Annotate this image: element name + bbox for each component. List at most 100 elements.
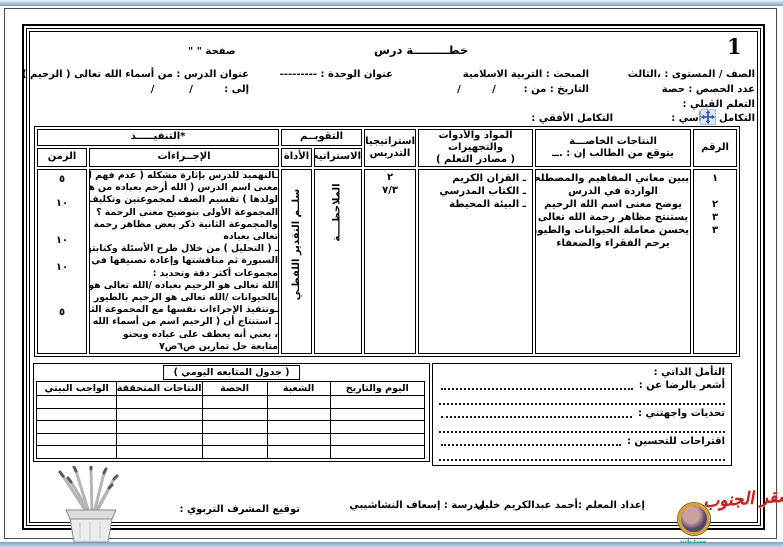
unit-title-field: عنوان الوحدة : --------- [279, 69, 393, 80]
followup-empty-row [35, 395, 426, 409]
page-label: صفحة " " [188, 46, 236, 57]
followup-cell [266, 432, 331, 447]
supervisor-signature-field: توقيع المشرف التربوي : [179, 504, 300, 515]
followup-cell [201, 407, 268, 422]
date-to-field: إلى : / / [150, 84, 249, 95]
procedure-line: بالحيوانات /الله تعالى هو الرحيم بالطيور [93, 292, 279, 304]
followup-cell [116, 407, 203, 422]
followup-cell [35, 420, 118, 434]
material-item: ـ الكتاب المدرسي [439, 186, 527, 197]
self-reflection-title: التأمل الذاتي : [653, 367, 725, 378]
saqr-aljanoub-watermark-logo: صقر الجنوب منتديات [678, 486, 783, 547]
col-header-evaluation: التقويــم [281, 129, 363, 146]
followup-cell [266, 420, 331, 434]
teacher-name-field: إعداد المعلم :أحمد عبدالكريم خليل [476, 500, 645, 511]
outcome-number: ٣ [711, 212, 719, 223]
periods-count-field: عدد الحصص : حصة [661, 84, 755, 95]
followup-cell [201, 432, 268, 447]
date-from-field: التاريخ : من : / / [457, 84, 589, 95]
window-bottom-edge [0, 542, 783, 548]
procedure-line: ـالتهميد للدرس بإثارة مشكله ( عدم فهم ال… [90, 170, 279, 181]
outcome-line: يستنتج مظاهر رحمة الله تعالى [537, 212, 689, 223]
time-value: ٥ [58, 307, 66, 318]
col-header-outcomes: النتاجات الخاصـــة يتوقع من الطالب إن : … [535, 129, 692, 167]
outcome-number [694, 185, 736, 198]
logo-subtext: منتديات [680, 537, 707, 545]
dotted-line [439, 448, 725, 461]
followup-empty-row [35, 432, 426, 447]
materials-cell: ـ القران الكريم ـ الكتاب المدرسي ـ البيئة … [418, 169, 534, 355]
time-cell: ٥ ١٠ ١٠ ١٠ ٥ [37, 169, 88, 355]
reflection-label: اقتراحات للتحسين : [626, 436, 725, 447]
dotted-line [439, 420, 725, 433]
strategies-header-line2: التدريس [369, 148, 411, 159]
col-header-number: الرقم [693, 129, 738, 167]
page-number: 1 [727, 34, 742, 59]
col-header-eval-strategy: الاستراتيجية [314, 147, 363, 167]
vertical-integration-field: التكامل الرأسي : [671, 113, 755, 124]
eval-strategy-value: الملاحظــــة [331, 183, 343, 242]
eval-strategy-cell: الملاحظــــة [314, 169, 363, 355]
dotted-fill-line [441, 444, 621, 446]
outcome-line: يرحم الفقراء والضعفاء [556, 238, 670, 249]
followup-cell [35, 445, 118, 459]
procedures-cell: ـالتهميد للدرس بإثارة مشكله ( عدم فهم ال… [89, 169, 280, 355]
followup-cell [266, 407, 331, 422]
procedure-line: ـوتنفيذ الإجراءات نفسها مع المجموعة الثا… [89, 304, 279, 316]
eval-tool-cell: سلــم التقدير اللفظـي [281, 169, 313, 355]
col-header-materials: المواد والأدوات والتجهيزات ( مصادر التعل… [418, 129, 534, 167]
lesson-plan-table: الرقم النتاجات الخاصـــة يتوقع من الطالب… [34, 126, 741, 358]
dotted-fill-line [441, 416, 632, 418]
lesson-plan-title: خطـــــــــة درس [374, 43, 469, 57]
daily-followup-title: ( جدول المتابعه اليومي ) [162, 365, 301, 380]
grade-level-field: الصف / المستوى : ،الثالث [627, 69, 755, 80]
logo-calligraphy-text: صقر الجنوب [702, 485, 783, 513]
procedure-line: والمجموعة الثانية ذكر بعض مظاهر رحمة الل… [89, 218, 279, 230]
strategy-codes-cell: ٢ ٧/٣ [364, 169, 417, 355]
followup-cell [329, 420, 426, 434]
daily-followup-box: ( جدول المتابعه اليومي ) اليوم والتاريخ ا… [33, 363, 430, 462]
materials-header-line2: ( مصادر التعلم ) [435, 154, 516, 165]
outcome-line: يبين معاني المفاهيم والمصطلحات [535, 173, 690, 184]
followup-column-header: اليوم والتاريخ [329, 381, 426, 396]
procedure-line: ـ استنتاج أن ( الرحيم اسم من أسماء الله … [90, 316, 279, 328]
outcome-number: ٣ [711, 225, 719, 236]
eval-tool-value: سلــم التقدير اللفظـي [290, 188, 302, 301]
outcome-line: يحسن معاملة الحيوانات والطيور [535, 225, 690, 236]
reflection-item: اقتراحات للتحسين : [439, 435, 725, 461]
followup-cell [116, 395, 203, 409]
followup-cell [201, 395, 268, 409]
followup-cell [116, 432, 203, 447]
followup-cell [116, 445, 203, 459]
followup-column-header: النتاجات المتحققة [116, 381, 203, 396]
time-value: ٥ [58, 174, 66, 185]
followup-cell [116, 420, 203, 434]
followup-column-header: الشعبة [266, 381, 331, 396]
procedure-line: مجموعات أكثر دقة وتحديد : [152, 267, 279, 279]
followup-cell [266, 445, 331, 459]
col-header-execution: *التنفيـــــذ [37, 129, 280, 146]
followup-cell [35, 407, 118, 422]
reflection-item: أشعر بالرضا عن : [439, 379, 725, 405]
procedure-line: الله تعالى هو الرحيم بعباده /الله تعالى … [89, 279, 279, 291]
procedure-line: ـ ( التحليل ) من خلال طرح الأسئلة وكتابت… [90, 243, 279, 255]
time-value: ١٠ [55, 198, 69, 209]
reflection-label: أشعر بالرضا عن : [638, 380, 725, 391]
move-handle-icon[interactable] [700, 109, 716, 125]
outcome-line: الواردة في الدرس [568, 186, 658, 197]
procedure-line: السبورة ثم مناقشتها وإعادة تصنيفها في [91, 255, 279, 267]
outcome-number: ١ [711, 173, 719, 184]
self-reflection-box: التأمل الذاتي : أشعر بالرضا عن : تحديات … [432, 363, 732, 466]
procedure-line: ، يعني أنه يعطف على عباده ويحنو [122, 328, 279, 340]
followup-cell [35, 395, 118, 409]
prior-learning-field: التعلم القبلي : [682, 99, 755, 110]
followup-cell [266, 395, 331, 409]
col-header-eval-tool: الأداة [281, 147, 313, 167]
procedure-line: متابعة حل تمارين ص٦ص٧ [159, 340, 279, 352]
reflection-item: تحديات واجهتني : [439, 407, 725, 433]
outcome-line: يوضح معنى اسم الله الرحيم [544, 199, 682, 210]
followup-empty-row [35, 407, 426, 422]
followup-cell [201, 445, 268, 459]
procedure-line: لولدها ) تقسيم الصف لمجموعتين وتكليف [89, 194, 279, 206]
